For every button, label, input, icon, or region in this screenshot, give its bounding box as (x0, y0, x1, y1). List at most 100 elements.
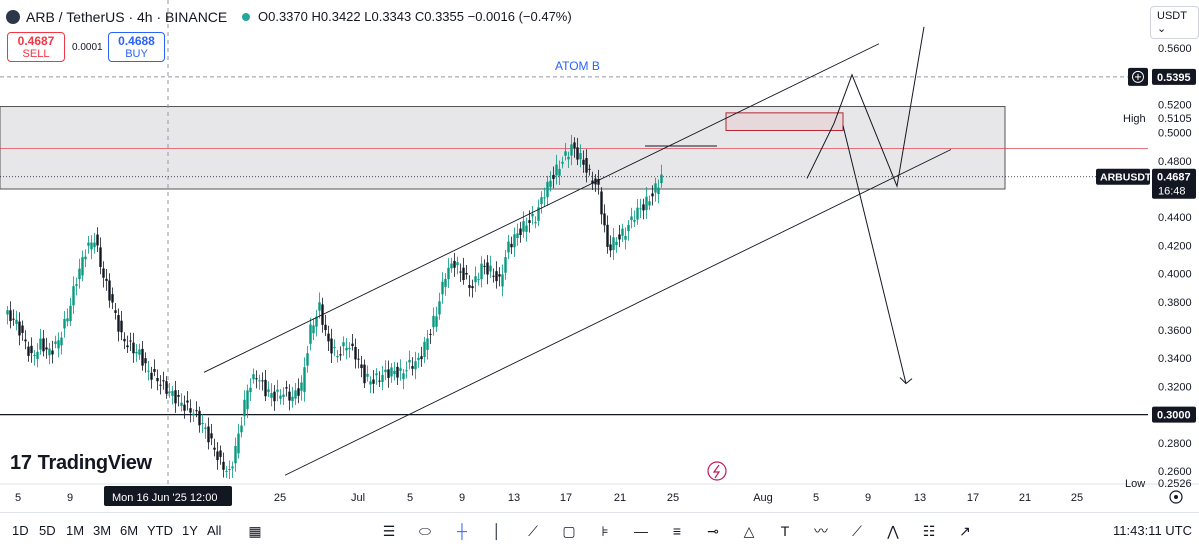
candle-body (171, 391, 174, 396)
candle-body (426, 338, 429, 350)
candle-body (36, 351, 39, 359)
candle-body (186, 400, 189, 403)
candle-body (339, 354, 342, 356)
sell-button[interactable]: 0.4687 SELL (7, 32, 65, 62)
candle-body (150, 372, 153, 380)
candle-body (240, 425, 243, 433)
candle-body (6, 310, 9, 315)
time-tick-label: 21 (1019, 492, 1031, 504)
price-tick-label: 0.4000 (1158, 269, 1192, 281)
candle-body (525, 225, 528, 232)
candle-body (54, 341, 57, 344)
tradingview-wordmark: TradingView (37, 452, 152, 474)
channel-upper-line (203, 43, 880, 373)
horizontal-lines-icon[interactable]: ☰ (382, 523, 396, 539)
candle-body (312, 325, 315, 334)
candle-body (429, 333, 432, 335)
candle-body (456, 262, 459, 266)
time-tick-label: 5 (15, 492, 21, 504)
shape-icon[interactable]: ⬭ (419, 523, 431, 539)
time-tick-label: Aug (753, 492, 773, 504)
candle-body (96, 234, 99, 246)
candle-body (21, 325, 24, 333)
candle-body (30, 345, 33, 354)
tf-3m[interactable]: 3M (93, 523, 112, 538)
candle-body (345, 347, 348, 351)
candle-body (354, 346, 357, 360)
candle-body (45, 347, 48, 350)
candle-body (141, 348, 144, 366)
tf-all[interactable]: All (207, 523, 222, 538)
trendline-icon[interactable]: ⟋ (528, 523, 538, 539)
time-tick-label: 5 (813, 492, 819, 504)
line-price-badge-bg (1152, 68, 1196, 85)
candle-body (657, 187, 660, 195)
candle-body (66, 318, 69, 322)
candle-body (639, 208, 642, 210)
symbol-title[interactable]: ARB / TetherUS · 4h · BINANCE (26, 9, 228, 25)
candle-body (177, 395, 180, 397)
tradingview-logo[interactable]: 17 TradingView (10, 452, 152, 475)
horizontal-line-icon[interactable]: — (634, 523, 648, 539)
candle-body (441, 281, 444, 295)
flash-icon (707, 461, 727, 481)
pattern-icon[interactable]: △ (743, 523, 755, 539)
text-icon[interactable]: T (780, 523, 790, 539)
candle-body (294, 390, 297, 399)
candle-body (291, 396, 294, 402)
gann-icon[interactable]: ☷ (922, 523, 936, 539)
path-icon[interactable]: 〰 (814, 523, 828, 539)
currency-selector[interactable]: USDT ⌄ (1150, 6, 1199, 39)
crosshair-icon[interactable]: ┼ (457, 523, 467, 539)
candle-body (69, 305, 72, 322)
symbol-badge-bg (1096, 168, 1150, 185)
time-tick-label: 13 (508, 492, 520, 504)
candle-body (591, 180, 594, 184)
tf-1m[interactable]: 1M (66, 523, 85, 538)
candle-body (459, 271, 462, 273)
candle-body (330, 338, 333, 354)
candle-body (372, 379, 375, 384)
crosshair-date-text: Mon 16 Jun '25 12:00 (112, 492, 217, 504)
settings-icon (1169, 490, 1183, 504)
channel-icon[interactable]: ≡ (672, 523, 682, 539)
low-price: 0.2526 (1158, 478, 1192, 490)
candle-body (630, 216, 633, 221)
vertical-line-icon[interactable]: │ (492, 523, 502, 539)
candle-body (609, 244, 612, 251)
candle-body (144, 358, 147, 364)
ray-icon[interactable]: ⊸ (707, 523, 719, 539)
tf-5d[interactable]: 5D (39, 523, 56, 538)
candle-body (414, 361, 417, 370)
elliott-icon[interactable]: ⋀ (887, 523, 899, 539)
candle-body (309, 324, 312, 344)
current-price-badge-bg (1152, 168, 1196, 199)
candle-body (360, 364, 363, 369)
utc-clock[interactable]: 11:43:11 UTC (1113, 523, 1193, 538)
candle-body (579, 153, 582, 160)
fib-icon[interactable]: ⊧ (601, 523, 609, 539)
candle-body (87, 242, 90, 246)
candle-body (504, 257, 507, 273)
candle-body (378, 380, 381, 382)
tf-6m[interactable]: 6M (120, 523, 139, 538)
candle-body (393, 370, 396, 375)
buy-button[interactable]: 0.4688 BUY (108, 32, 165, 62)
low-label: Low (1125, 478, 1145, 490)
price-chart[interactable]: ATOM B 0.2600 0.2800 0.3000 0.3200 0.3400 0.36… (0, 0, 1199, 512)
candle-body (153, 369, 156, 372)
price-tick-label: 0.3200 (1158, 381, 1192, 393)
candle-body (213, 447, 216, 450)
calendar-icon[interactable]: ▦ (248, 523, 262, 539)
candle-body (51, 350, 54, 355)
tf-1y[interactable]: 1Y (182, 523, 198, 538)
time-tick-label: Jul (351, 492, 365, 504)
rectangle-icon[interactable]: ▢ (562, 523, 576, 539)
tf-1d[interactable]: 1D (12, 523, 29, 538)
candle-body (444, 278, 447, 287)
brush-icon[interactable]: ⟋ (852, 523, 862, 539)
tf-ytd[interactable]: YTD (147, 523, 173, 538)
candle-body (582, 159, 585, 165)
arrow-icon[interactable]: ↗ (959, 523, 971, 539)
time-tick-label: 9 (865, 492, 871, 504)
